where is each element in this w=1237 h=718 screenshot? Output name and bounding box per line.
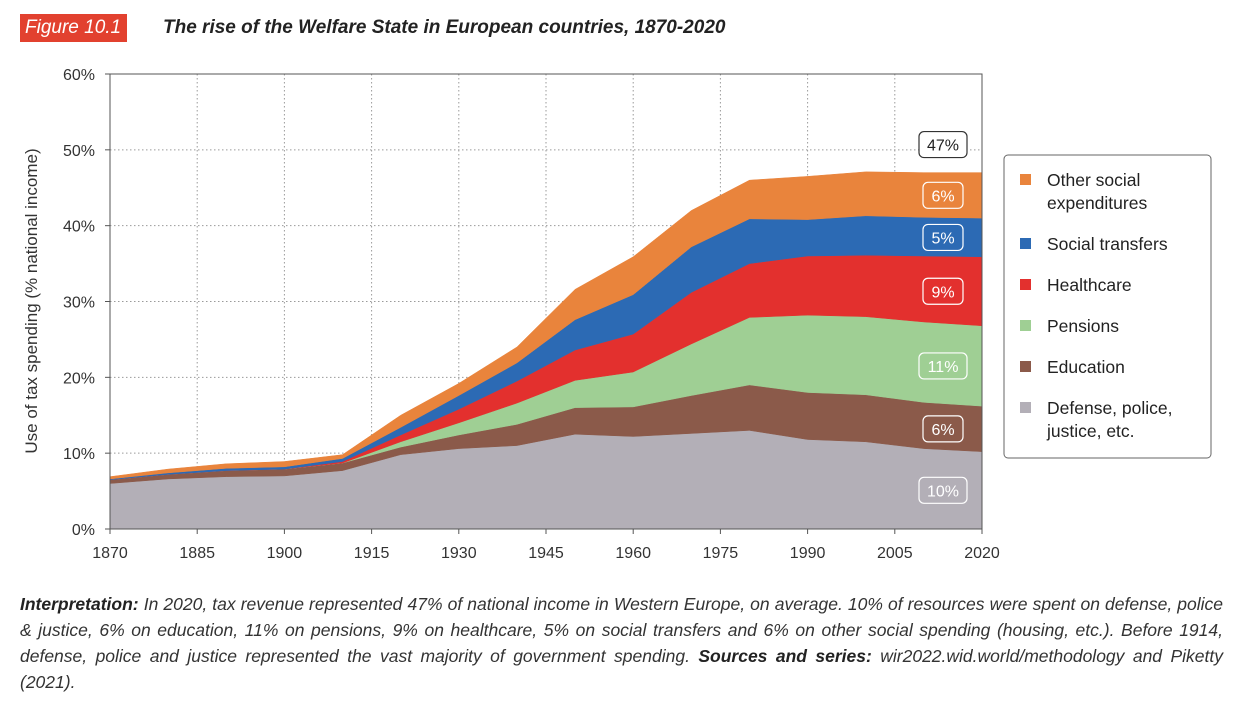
x-tick-label: 1990 bbox=[790, 545, 826, 562]
legend-item-defense-police-justice-etc: Defense, police, justice, etc. bbox=[1020, 398, 1173, 441]
legend-box bbox=[1003, 154, 1212, 459]
y-tick-label: 30% bbox=[63, 295, 95, 312]
data-label-text: 47% bbox=[927, 138, 959, 155]
legend-item-education: Education bbox=[1020, 357, 1125, 377]
data-label-text: 10% bbox=[927, 483, 959, 500]
x-tick-label: 2005 bbox=[877, 545, 913, 562]
x-tick-label: 1870 bbox=[92, 545, 128, 562]
legend-item-healthcare: Healthcare bbox=[1020, 275, 1132, 295]
interpretation-label: Interpretation: bbox=[20, 594, 139, 614]
sources-text: wir2022.wid.world/methodology and Pikett… bbox=[20, 646, 1223, 692]
sources-label: Sources and series: bbox=[698, 646, 872, 666]
figure-caption: Interpretation: In 2020, tax revenue rep… bbox=[20, 591, 1223, 695]
y-tick-label: 60% bbox=[63, 67, 95, 84]
legend-label: Pensions bbox=[1047, 316, 1119, 336]
legend-swatch bbox=[1020, 238, 1031, 249]
legend-label: Social transfers bbox=[1047, 234, 1168, 254]
legend-label: Healthcare bbox=[1047, 275, 1132, 295]
area-series bbox=[109, 171, 983, 530]
data-label-pensions: 11% bbox=[918, 352, 968, 380]
y-tick-label: 10% bbox=[63, 446, 95, 463]
data-labels: 10% 6% 11% 9% 5% 6% 47% bbox=[918, 130, 968, 504]
legend: Other social expenditures Social transfers… bbox=[1003, 154, 1212, 459]
x-tick-label: 1945 bbox=[528, 545, 564, 562]
x-tick-label: 1975 bbox=[703, 545, 739, 562]
figure-label: Figure 10.1 bbox=[20, 14, 128, 42]
data-label-defense-police-justice-etc: 10% bbox=[918, 476, 968, 504]
x-tick-label: 1900 bbox=[267, 545, 303, 562]
figure-title: The rise of the Welfare State in Europea… bbox=[163, 17, 726, 38]
data-label-box bbox=[922, 277, 964, 305]
y-tick-label: 20% bbox=[63, 370, 95, 387]
x-tick-label: 1960 bbox=[615, 545, 651, 562]
x-tick-label: 1915 bbox=[354, 545, 390, 562]
data-label-total: 47% bbox=[918, 130, 968, 159]
legend-swatch bbox=[1020, 279, 1031, 290]
x-axis: 1870 1885 1900 1915 1930 1945 1960 1975 1990 2005… bbox=[92, 529, 1000, 562]
data-label-text: 5% bbox=[931, 230, 954, 247]
y-axis: 0% 10% 20% 30% 40% 50% 60% bbox=[63, 67, 110, 539]
data-label-text: 6% bbox=[931, 188, 954, 205]
data-label-box bbox=[922, 223, 964, 252]
data-label-box bbox=[922, 415, 964, 443]
stacked-area-chart: 1870 1885 1900 1915 1930 1945 1960 1975 1990 2005… bbox=[22, 67, 1212, 562]
y-tick-label: 50% bbox=[63, 143, 95, 160]
y-tick-label: 0% bbox=[72, 522, 95, 539]
legend-item-pensions: Pensions bbox=[1020, 316, 1119, 336]
y-tick-label: 40% bbox=[63, 219, 95, 236]
legend-item-other-social-expenditures: Other social expenditures bbox=[1020, 170, 1147, 213]
data-label-box bbox=[922, 181, 964, 209]
data-label-box bbox=[918, 476, 968, 504]
y-axis-label: Use of tax spending (% national income) bbox=[22, 148, 41, 453]
legend-label: Other social expenditures bbox=[1047, 170, 1147, 213]
legend-swatch bbox=[1020, 320, 1031, 331]
legend-item-social-transfers: Social transfers bbox=[1020, 234, 1168, 254]
legend-label: Defense, police, justice, etc. bbox=[1046, 398, 1173, 441]
data-label-box bbox=[918, 130, 968, 159]
data-label-text: 11% bbox=[928, 359, 959, 376]
x-tick-label: 1930 bbox=[441, 545, 477, 562]
area-defense-police-justice-etc bbox=[109, 430, 983, 530]
x-tick-label: 1885 bbox=[179, 545, 215, 562]
data-label-box bbox=[918, 352, 968, 380]
data-label-education: 6% bbox=[922, 415, 964, 443]
legend-swatch bbox=[1020, 174, 1031, 185]
data-label-other-social-expenditures: 6% bbox=[922, 181, 964, 209]
legend-label: Education bbox=[1047, 357, 1125, 377]
data-label-text: 6% bbox=[931, 422, 954, 439]
data-label-healthcare: 9% bbox=[922, 277, 964, 305]
interpretation-text: In 2020, tax revenue represented 47% of … bbox=[20, 594, 1223, 666]
data-label-text: 9% bbox=[931, 284, 954, 301]
x-tick-label: 2020 bbox=[964, 545, 1000, 562]
legend-swatch bbox=[1020, 361, 1031, 372]
data-label-social-transfers: 5% bbox=[922, 223, 964, 252]
legend-swatch bbox=[1020, 402, 1031, 413]
